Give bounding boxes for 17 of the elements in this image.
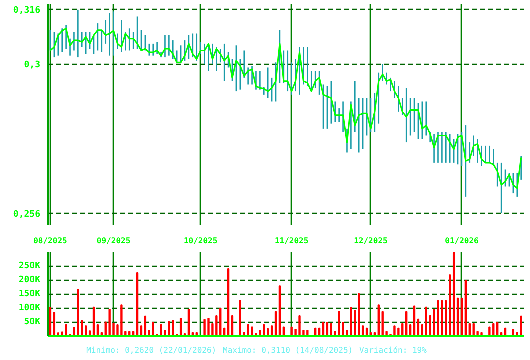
x-tick-label: 01/2026 (445, 236, 480, 246)
x-tick-label: 08/2025 (34, 236, 68, 246)
y-tick-label: 200K (18, 276, 42, 286)
y-tick-label: 0,316 (13, 6, 40, 16)
text: Minimo: 0,2620 (22/01/2026) (86, 346, 217, 355)
y-tick-label: 0,256 (13, 210, 40, 220)
x-tick-label: 11/2025 (274, 236, 309, 246)
y-tick-label: 0,3 (24, 60, 41, 70)
y-tick-label: 100K (18, 304, 42, 314)
x-tick-label: 12/2025 (354, 236, 388, 246)
text: Maximo: 0,3110 (14/08/2025) (223, 346, 354, 355)
x-tick-label: 09/2025 (96, 236, 131, 246)
y-tick-label: 250K (18, 262, 42, 272)
y-tick-label: 50K (24, 318, 42, 328)
x-tick-label: 10/2025 (184, 236, 218, 246)
y-tick-label: 150K (18, 290, 42, 300)
text: Variación: 19% (359, 346, 428, 355)
